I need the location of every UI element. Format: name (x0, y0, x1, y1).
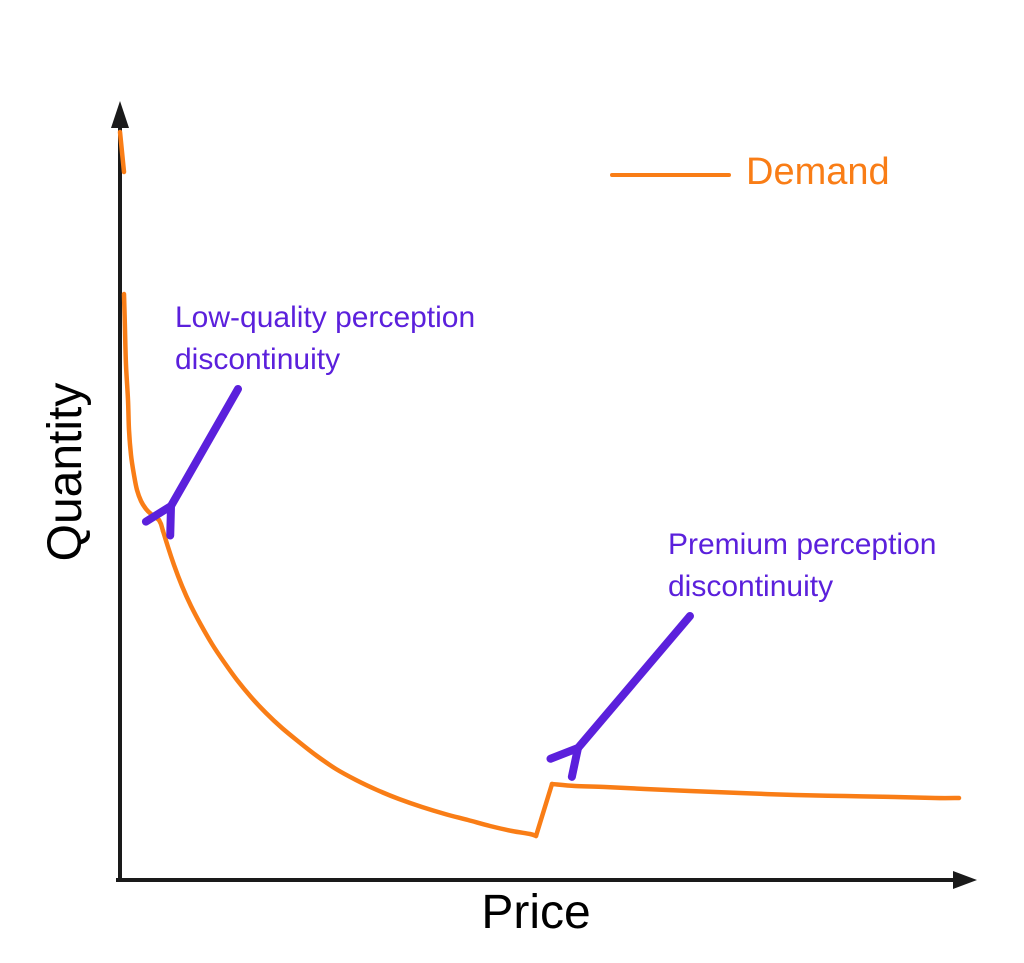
legend: Demand (610, 150, 890, 194)
annotation-line: discontinuity (668, 570, 834, 603)
demand-curve-segment-hyperbolic-decline (160, 528, 539, 839)
annotation-premium-discontinuity: Premium perception discontinuity (668, 524, 936, 608)
demand-curve-segment-axis-spike (117, 129, 127, 175)
annotation-line: discontinuity (175, 343, 341, 376)
y-axis-label: Quantity (39, 382, 92, 562)
demand-curve-segment-premium-jump (533, 781, 555, 839)
legend-label-demand: Demand (746, 151, 890, 193)
annotation-arrow-2-icon (546, 612, 694, 781)
demand-curve-segment-steep-drop (121, 291, 162, 523)
annotation-arrow-1-icon (141, 385, 242, 540)
legend-line-demand-icon (610, 172, 731, 178)
annotation-low-quality-discontinuity: Low-quality perception discontinuity (175, 297, 475, 381)
axes (111, 101, 977, 889)
annotation-line: Premium perception (668, 528, 937, 561)
y-axis-arrowhead-icon (111, 101, 129, 128)
annotation-arrows (141, 385, 694, 781)
demand-curve (117, 129, 962, 839)
annotation-line: Low-quality perception (175, 301, 476, 334)
demand-curve-segment-flat-tail (549, 781, 962, 801)
x-axis-arrowhead-icon (953, 871, 977, 889)
x-axis-label: Price (481, 886, 591, 939)
